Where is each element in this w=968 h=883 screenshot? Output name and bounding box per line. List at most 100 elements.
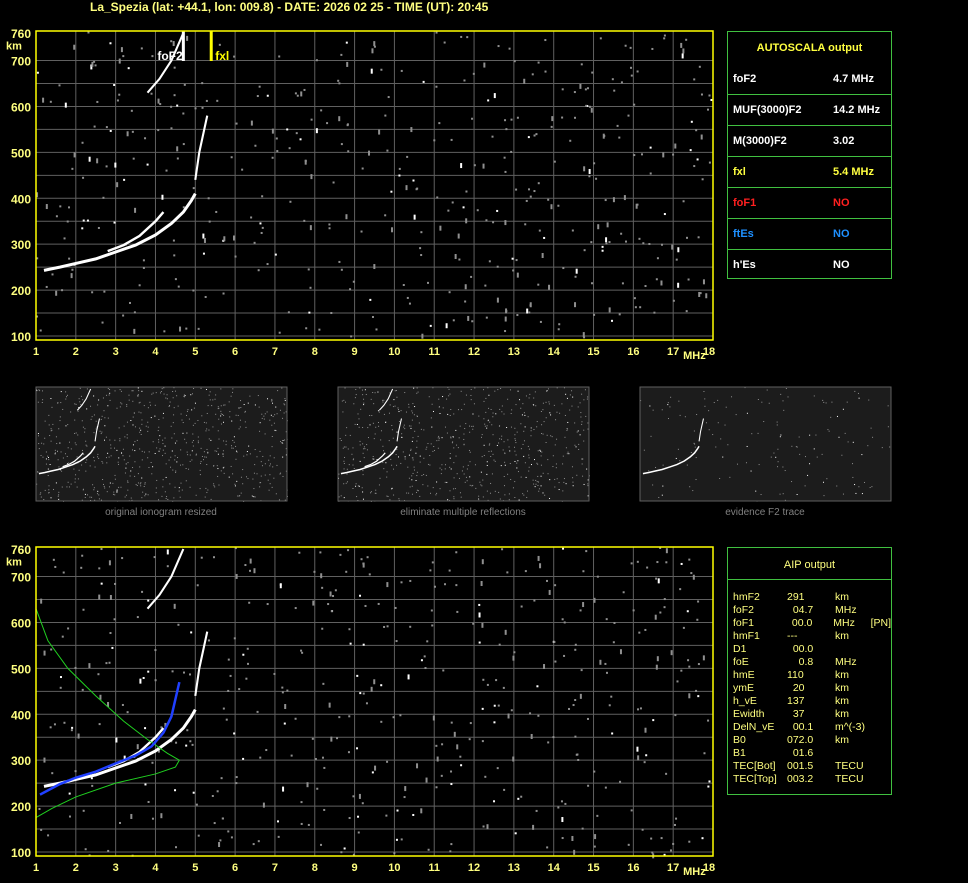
noise-echo [579, 402, 581, 404]
noise-echo [552, 736, 555, 739]
noise-echo [469, 431, 471, 433]
noise-echo [162, 479, 164, 481]
x-axis-label: MHz [683, 866, 706, 878]
noise-echo [697, 600, 700, 603]
noise-echo [146, 163, 149, 166]
aip-cell: ymE [733, 682, 754, 694]
param-label: ftEs [733, 228, 754, 240]
noise-echo [220, 423, 222, 425]
noise-echo [109, 392, 111, 394]
noise-echo [233, 441, 235, 443]
noise-echo [623, 195, 626, 201]
noise-echo [564, 802, 567, 805]
noise-echo [321, 627, 324, 630]
noise-echo [209, 391, 211, 393]
noise-echo [100, 433, 102, 435]
noise-echo [412, 813, 415, 816]
aip-cell: foF1 [733, 617, 755, 629]
noise-echo [249, 453, 251, 455]
noise-echo [531, 73, 534, 76]
noise-echo [362, 562, 365, 565]
noise-echo [110, 455, 112, 457]
noise-echo [243, 455, 245, 457]
noise-echo [121, 452, 123, 454]
noise-echo [831, 401, 833, 403]
noise-echo [159, 103, 162, 106]
noise-echo [369, 424, 371, 426]
plot-frame [639, 386, 892, 502]
aip-cell: --- [787, 630, 798, 642]
noise-echo [416, 763, 419, 769]
noise-echo [452, 436, 454, 438]
noise-echo [362, 474, 364, 476]
noise-echo [530, 435, 532, 437]
noise-echo [60, 451, 62, 453]
noise-echo [416, 187, 419, 190]
noise-echo [585, 415, 587, 417]
noise-echo [187, 454, 189, 456]
noise-echo [746, 412, 748, 414]
noise-echo [593, 597, 596, 603]
noise-echo [504, 170, 507, 173]
noise-echo [132, 400, 134, 402]
aip-cell: Ewidth [733, 708, 765, 720]
noise-echo [300, 822, 303, 825]
noise-echo [219, 839, 222, 842]
noise-echo [463, 473, 465, 475]
noise-echo [671, 244, 674, 250]
noise-echo [572, 477, 574, 479]
param-label: foF1 [733, 197, 757, 209]
noise-echo [390, 190, 393, 193]
noise-echo [321, 586, 324, 589]
noise-echo [137, 482, 139, 484]
noise-echo [174, 278, 177, 281]
noise-echo [450, 409, 452, 411]
upper-trace [698, 418, 705, 442]
noise-echo [310, 174, 313, 180]
noise-echo [736, 463, 738, 465]
x-tick-label: 10 [388, 346, 400, 358]
noise-echo [359, 440, 361, 442]
noise-echo [535, 133, 538, 136]
noise-echo [131, 130, 134, 133]
noise-echo [386, 471, 388, 473]
noise-echo [606, 222, 609, 228]
noise-echo [120, 47, 123, 53]
noise-echo [387, 495, 389, 497]
noise-echo [110, 444, 112, 446]
noise-echo [64, 102, 67, 108]
noise-echo [651, 851, 654, 854]
noise-echo [109, 632, 112, 635]
noise-echo [130, 497, 132, 499]
noise-echo [548, 589, 551, 595]
multiple-trace [146, 548, 185, 610]
noise-echo [91, 291, 94, 294]
noise-echo [656, 257, 659, 260]
noise-echo [113, 618, 116, 621]
noise-echo [524, 462, 526, 464]
noise-echo [67, 424, 69, 426]
noise-echo [498, 425, 500, 427]
noise-echo [379, 477, 381, 479]
aip-cell: km [835, 682, 849, 694]
noise-echo [533, 397, 535, 399]
noise-echo [446, 398, 448, 400]
noise-echo [36, 71, 39, 74]
noise-echo [372, 392, 374, 394]
noise-echo [241, 168, 244, 171]
noise-echo [281, 387, 283, 389]
noise-echo [371, 414, 373, 416]
noise-echo [100, 548, 103, 551]
noise-echo [640, 400, 642, 402]
noise-echo [49, 464, 51, 466]
noise-echo [338, 716, 341, 719]
noise-echo [575, 268, 578, 274]
x-tick-label: 1 [33, 346, 39, 358]
noise-echo [108, 661, 111, 664]
noise-echo [382, 461, 384, 463]
noise-echo [444, 583, 447, 586]
noise-echo [120, 390, 122, 392]
noise-echo [542, 472, 544, 474]
noise-echo [134, 426, 136, 428]
noise-echo [81, 420, 83, 422]
